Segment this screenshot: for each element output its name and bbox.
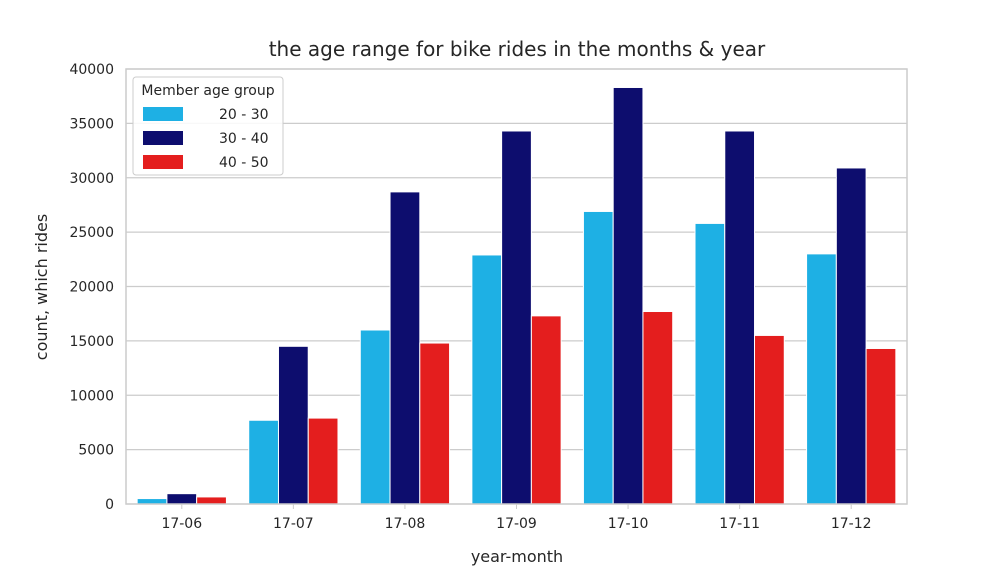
- bar-17-09-30-40: [501, 130, 532, 505]
- x-tick-label: 17-06: [161, 516, 202, 532]
- x-axis-ticks: 17-06 17-07 17-08 17-09 17-10 17-11 17-12: [161, 504, 872, 532]
- bars: [136, 86, 897, 505]
- legend-box: [132, 76, 284, 176]
- bar-17-09-20-30: [471, 254, 503, 505]
- bar-17-11-40-50: [754, 334, 785, 505]
- bar-17-06-30-40: [166, 493, 198, 505]
- y-tick-label: 0: [105, 497, 114, 513]
- x-tick-label: 17-10: [608, 516, 649, 532]
- x-tick-label: 17-07: [273, 516, 314, 532]
- y-tick-label: 40000: [69, 62, 114, 78]
- bar-17-12-30-40: [835, 167, 867, 505]
- legend-entry-label: 20 - 30: [219, 107, 269, 123]
- bar-17-08-20-30: [359, 329, 391, 505]
- legend-entry-label: 30 - 40: [219, 131, 269, 147]
- bar-17-08-40-50: [419, 342, 451, 505]
- y-tick-label: 10000: [69, 388, 114, 404]
- bar-17-06-20-30: [136, 498, 168, 505]
- x-tick-label: 17-08: [385, 516, 426, 532]
- x-axis-label: year-month: [471, 547, 563, 566]
- y-tick-label: 15000: [69, 334, 114, 350]
- bar-17-09-40-50: [530, 315, 562, 505]
- chart-title: the age range for bike rides in the mont…: [269, 37, 766, 61]
- bar-17-12-20-30: [806, 253, 837, 505]
- y-tick-label: 20000: [69, 280, 114, 296]
- bar-17-07-40-50: [307, 417, 339, 505]
- x-tick-label: 17-09: [496, 516, 537, 532]
- y-axis-label: count, which rides: [32, 214, 51, 360]
- bar-17-10-40-50: [642, 311, 674, 505]
- y-tick-label: 25000: [69, 225, 114, 241]
- bar-17-11-20-30: [694, 222, 726, 505]
- x-tick-label: 17-11: [719, 516, 760, 532]
- legend-swatch: [143, 155, 183, 169]
- y-axis-ticks: 0 5000 10000 15000 20000 25000 30000 35000 40000: [69, 62, 114, 513]
- legend: Member age group 20 - 30 30 - 40 40 - 50: [132, 76, 284, 176]
- bar-17-10-30-40: [612, 86, 644, 505]
- y-tick-label: 5000: [78, 443, 114, 459]
- y-tick-label: 35000: [69, 116, 114, 132]
- bar-17-07-30-40: [277, 345, 309, 505]
- legend-swatch: [143, 131, 183, 145]
- legend-swatch: [143, 107, 183, 121]
- legend-entry-label: 40 - 50: [219, 155, 269, 171]
- bar-17-08-30-40: [389, 191, 421, 505]
- y-tick-label: 30000: [69, 171, 114, 187]
- bar-17-10-20-30: [582, 210, 614, 505]
- bar-17-12-40-50: [865, 347, 897, 505]
- bar-17-07-20-30: [248, 419, 279, 505]
- legend-title: Member age group: [141, 83, 274, 99]
- x-tick-label: 17-12: [831, 516, 872, 532]
- bar-17-11-30-40: [724, 130, 756, 505]
- bar-17-06-40-50: [196, 496, 227, 505]
